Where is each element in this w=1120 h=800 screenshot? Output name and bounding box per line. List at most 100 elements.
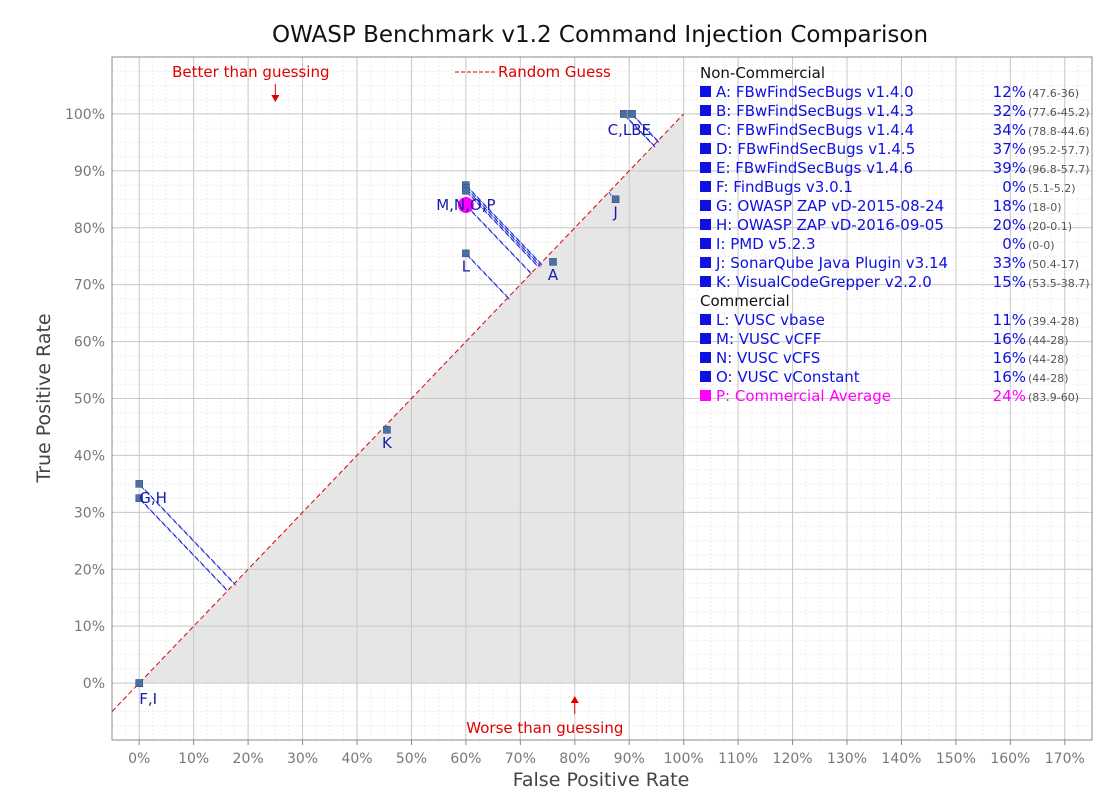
legend-entry-name: A: FBwFindSecBugs v1.4.0 — [716, 83, 914, 101]
better-than-guessing-label: Better than guessing — [172, 63, 329, 81]
legend-entry-name: F: FindBugs v3.0.1 — [716, 178, 853, 196]
y-tick-label: 50% — [74, 392, 105, 408]
legend-entry-score: 16% — [993, 349, 1026, 367]
legend-swatch — [700, 390, 711, 401]
y-tick-label: 30% — [74, 505, 105, 521]
legend-entry-score: 32% — [993, 102, 1026, 120]
legend-entry-score: 0% — [1002, 235, 1026, 253]
legend-swatch — [700, 105, 711, 116]
legend-swatch — [700, 371, 711, 382]
chart-title: OWASP Benchmark v1.2 Command Injection C… — [272, 22, 928, 48]
data-point-K — [383, 426, 391, 434]
worse-arrow-head — [570, 696, 579, 703]
better-arrow-head — [271, 95, 280, 102]
projection-line — [466, 192, 540, 269]
legend-entry-score: 24% — [993, 387, 1026, 405]
legend-entry-name: P: Commercial Average — [716, 387, 891, 405]
legend-entry-detail: (83.9-60) — [1028, 391, 1079, 404]
legend-entry-detail: (5.1-5.2) — [1028, 182, 1076, 195]
x-tick-label: 0% — [128, 751, 150, 767]
y-tick-label: 20% — [74, 562, 105, 578]
legend-entry-score: 33% — [993, 254, 1026, 272]
legend-entry-detail: (0-0) — [1028, 239, 1055, 252]
data-point-L — [462, 249, 470, 258]
legend-swatch — [700, 314, 711, 325]
legend-entry-score: 0% — [1002, 178, 1026, 196]
x-axis-title: False Positive Rate — [513, 769, 690, 791]
legend-entry-detail: (47.6-36) — [1028, 87, 1079, 100]
point-label: M,N,O,P — [436, 196, 495, 214]
x-tick-label: 120% — [773, 751, 813, 767]
legend-entry-name: E: FBwFindSecBugs v1.4.6 — [716, 159, 913, 177]
projection-line — [624, 115, 656, 148]
point-label: G,H — [139, 489, 167, 507]
legend-entry-name: O: VUSC vConstant — [716, 368, 860, 386]
legend-entry-detail: (20-0.1) — [1028, 220, 1072, 233]
legend-entry-detail: (53.5-38.7) — [1028, 277, 1090, 290]
legend-entry-score: 16% — [993, 330, 1026, 348]
legend-swatch — [700, 352, 711, 363]
x-tick-label: 10% — [178, 751, 209, 767]
y-tick-label: 60% — [74, 335, 105, 351]
legend-entry-detail: (44-28) — [1028, 353, 1069, 366]
x-tick-label: 140% — [881, 751, 921, 767]
x-tick-label: 60% — [450, 751, 481, 767]
point-label: F,I — [139, 690, 157, 708]
legend-entry-detail: (95.2-57.7) — [1028, 144, 1090, 157]
legend-entry-score: 12% — [993, 83, 1026, 101]
y-tick-label: 90% — [74, 164, 105, 180]
x-tick-label: 170% — [1045, 751, 1085, 767]
legend-swatch — [700, 333, 711, 344]
legend-entry-detail: (39.4-28) — [1028, 315, 1079, 328]
legend-entry-score: 16% — [993, 368, 1026, 386]
legend-entry-detail: (78.8-44.6) — [1028, 125, 1090, 138]
legend-entry-detail: (44-28) — [1028, 372, 1069, 385]
x-tick-label: 150% — [936, 751, 976, 767]
legend-entry-score: 39% — [993, 159, 1026, 177]
x-tick-label: 90% — [614, 751, 645, 767]
legend-swatch — [700, 124, 711, 135]
legend-entry-score: 18% — [993, 197, 1026, 215]
y-axis-title: True Positive Rate — [33, 313, 55, 483]
legend-swatch — [700, 162, 711, 173]
projection-line — [466, 186, 543, 266]
legend-swatch — [700, 181, 711, 192]
data-point-G — [135, 480, 143, 488]
legend-swatch — [700, 200, 711, 211]
x-tick-label: 20% — [233, 751, 264, 767]
legend-noncommercial-header: Non-Commercial — [700, 64, 825, 82]
legend-entry-name: I: PMD v5.2.3 — [716, 235, 816, 253]
projection-line — [466, 189, 541, 267]
legend-entry-detail: (18-0) — [1028, 201, 1062, 214]
x-tick-label: 100% — [664, 751, 704, 767]
data-point-A — [549, 258, 557, 266]
data-point-C — [620, 110, 628, 118]
projection-line — [465, 187, 540, 266]
legend-entry-detail: (77.6-45.2) — [1028, 106, 1090, 119]
data-point-I — [135, 679, 143, 687]
y-tick-label: 40% — [74, 448, 105, 464]
projection-line — [140, 499, 230, 593]
legend-swatch — [700, 257, 711, 268]
x-tick-label: 70% — [505, 751, 536, 767]
x-tick-label: 80% — [559, 751, 590, 767]
point-label: L — [462, 257, 471, 275]
x-tick-label: 40% — [341, 751, 372, 767]
legend-swatch — [700, 86, 711, 97]
legend-entry-name: C: FBwFindSecBugs v1.4.4 — [716, 121, 914, 139]
legend-entry-detail: (44-28) — [1028, 334, 1069, 347]
point-label: C,LBE — [608, 121, 651, 139]
point-label: A — [548, 266, 559, 284]
data-point-J — [611, 195, 620, 204]
random-guess-line — [111, 113, 685, 712]
y-tick-label: 0% — [83, 676, 105, 692]
legend-entry-name: G: OWASP ZAP vD-2015-08-24 — [716, 197, 944, 215]
y-tick-label: 80% — [74, 221, 105, 237]
point-label: J — [612, 203, 617, 221]
plot-border — [111, 56, 1093, 741]
worse-than-guessing-label: Worse than guessing — [466, 719, 623, 737]
y-tick-label: 10% — [74, 619, 105, 635]
y-tick-label: 100% — [65, 107, 105, 123]
